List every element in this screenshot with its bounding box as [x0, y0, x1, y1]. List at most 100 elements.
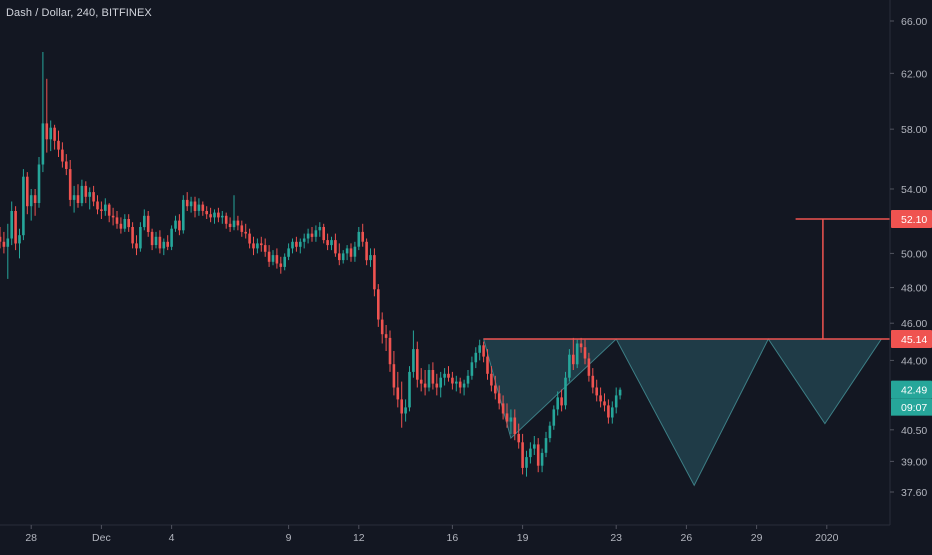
candle[interactable]: [513, 409, 517, 441]
candle[interactable]: [334, 233, 337, 257]
candle[interactable]: [291, 238, 294, 254]
candle[interactable]: [509, 409, 513, 434]
candle[interactable]: [314, 225, 318, 242]
candle[interactable]: [84, 181, 88, 204]
candle[interactable]: [529, 442, 532, 464]
candle[interactable]: [240, 220, 244, 237]
candle[interactable]: [96, 195, 99, 215]
candle[interactable]: [107, 203, 111, 223]
candle[interactable]: [18, 228, 21, 259]
candle[interactable]: [29, 189, 33, 221]
candle[interactable]: [599, 387, 602, 408]
candle[interactable]: [256, 238, 259, 254]
candle[interactable]: [533, 436, 536, 455]
candle[interactable]: [283, 253, 286, 271]
candle[interactable]: [150, 228, 154, 251]
candle[interactable]: [458, 377, 462, 394]
candle[interactable]: [494, 375, 497, 400]
candle[interactable]: [306, 228, 310, 244]
candle[interactable]: [205, 206, 208, 219]
candle[interactable]: [482, 341, 485, 363]
candle[interactable]: [373, 248, 376, 297]
candle[interactable]: [232, 195, 236, 231]
candle[interactable]: [408, 366, 411, 412]
candle[interactable]: [123, 214, 127, 232]
candle[interactable]: [490, 366, 493, 392]
candle[interactable]: [560, 389, 563, 412]
candle[interactable]: [111, 207, 115, 226]
candle[interactable]: [443, 368, 446, 386]
candle[interactable]: [455, 375, 458, 392]
candle[interactable]: [439, 371, 442, 398]
candle[interactable]: [143, 209, 146, 231]
candle[interactable]: [462, 379, 466, 396]
candle[interactable]: [217, 207, 220, 223]
candle[interactable]: [287, 243, 290, 261]
candle[interactable]: [517, 423, 520, 449]
candle[interactable]: [552, 405, 556, 430]
candle[interactable]: [349, 243, 353, 262]
candle[interactable]: [209, 207, 212, 223]
candle[interactable]: [384, 325, 388, 351]
candle[interactable]: [474, 347, 478, 369]
candle[interactable]: [131, 222, 134, 249]
candle[interactable]: [318, 222, 322, 237]
candle[interactable]: [162, 238, 166, 256]
candle[interactable]: [154, 231, 158, 249]
candle[interactable]: [575, 339, 579, 369]
candle[interactable]: [197, 198, 201, 216]
candle[interactable]: [431, 362, 435, 390]
candle[interactable]: [213, 209, 216, 224]
candle[interactable]: [603, 393, 606, 412]
candle[interactable]: [49, 120, 52, 152]
candle[interactable]: [26, 172, 29, 215]
candle[interactable]: [92, 185, 95, 207]
candle[interactable]: [80, 179, 84, 207]
candle[interactable]: [127, 214, 130, 232]
candle[interactable]: [2, 231, 6, 254]
candle[interactable]: [182, 195, 185, 234]
candle[interactable]: [322, 223, 325, 244]
candle[interactable]: [345, 245, 349, 261]
candle[interactable]: [595, 379, 598, 402]
candle[interactable]: [427, 364, 431, 392]
candle[interactable]: [228, 217, 232, 232]
candle[interactable]: [224, 212, 228, 229]
candle[interactable]: [525, 450, 528, 477]
candle[interactable]: [536, 438, 540, 473]
candle[interactable]: [388, 330, 392, 372]
candle[interactable]: [295, 236, 298, 252]
candle[interactable]: [396, 371, 400, 408]
time-axis[interactable]: 28 Dec 4 9 12 16 19 23 26 29 2020: [25, 525, 839, 544]
candle[interactable]: [61, 142, 64, 168]
candle[interactable]: [377, 284, 380, 327]
candle[interactable]: [607, 399, 610, 424]
candle[interactable]: [68, 160, 72, 207]
candle[interactable]: [501, 395, 505, 420]
candle[interactable]: [505, 403, 509, 428]
candle[interactable]: [556, 391, 559, 416]
candle[interactable]: [591, 368, 595, 394]
candle[interactable]: [263, 238, 267, 257]
candle[interactable]: [115, 211, 119, 229]
candle[interactable]: [302, 233, 306, 249]
candle[interactable]: [361, 223, 364, 247]
candle[interactable]: [146, 211, 150, 237]
candle[interactable]: [271, 250, 275, 266]
candle[interactable]: [326, 233, 329, 251]
candle[interactable]: [412, 330, 415, 378]
candle[interactable]: [22, 169, 25, 241]
candle[interactable]: [614, 387, 618, 414]
candle[interactable]: [33, 189, 37, 216]
candle[interactable]: [353, 241, 357, 262]
candle[interactable]: [88, 187, 91, 210]
candle[interactable]: [310, 227, 314, 242]
candle[interactable]: [119, 217, 123, 234]
candle[interactable]: [470, 356, 474, 380]
price-axis[interactable]: 66.00 62.00 58.00 54.00 50.00 48.00 46.00 44.00…: [890, 16, 927, 499]
candle[interactable]: [611, 401, 614, 424]
candle[interactable]: [404, 399, 407, 422]
candle[interactable]: [57, 130, 60, 157]
